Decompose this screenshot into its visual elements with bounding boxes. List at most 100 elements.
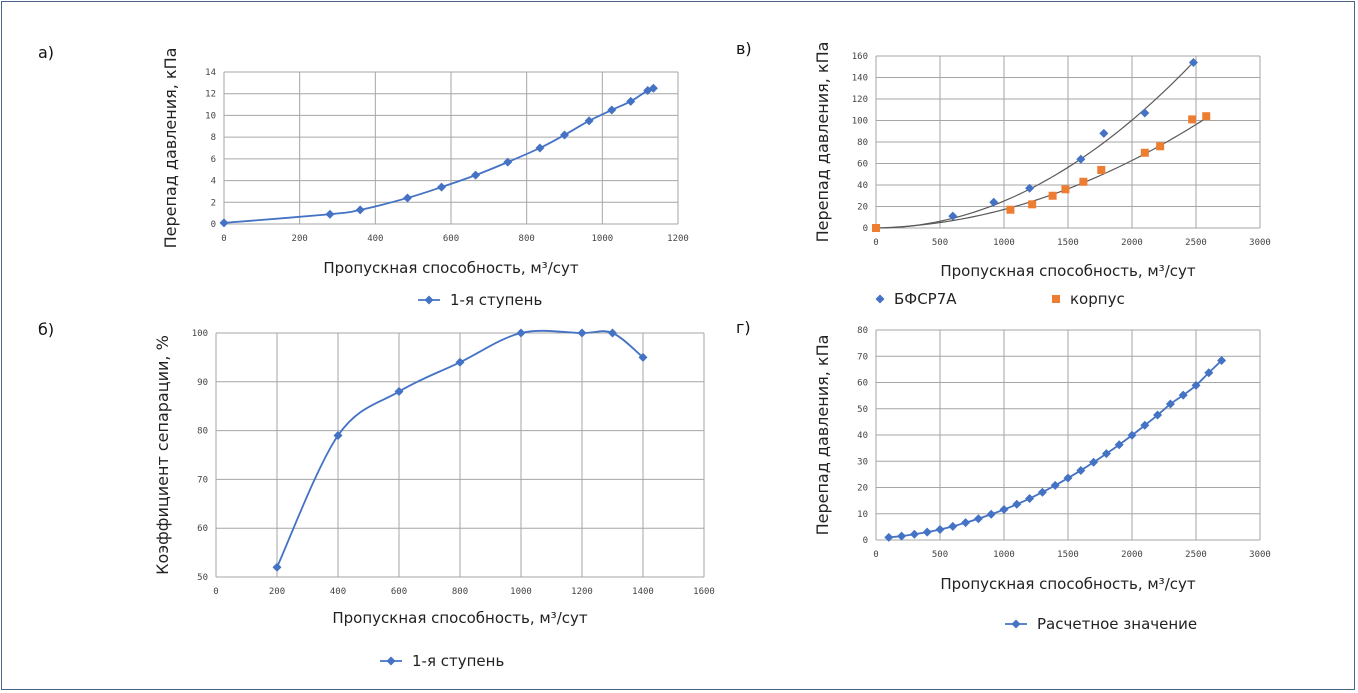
y-tick-label: 2	[211, 198, 216, 208]
y-tick-label: 40	[857, 181, 868, 191]
data-point	[560, 130, 569, 140]
y-tick-label: 12	[205, 90, 216, 100]
data-point	[219, 218, 229, 228]
data-point	[922, 527, 932, 537]
x-tick-label: 1000	[510, 587, 532, 597]
data-point	[402, 193, 412, 203]
panel-label: г)	[736, 318, 751, 337]
x-tick-label: 1000	[993, 238, 1015, 248]
legend-marker	[386, 656, 396, 666]
x-axis-title: Пропускная способность, м³/сут	[940, 575, 1196, 593]
data-point	[626, 96, 636, 106]
y-tick-label: 60	[857, 379, 868, 389]
data-point	[1050, 480, 1060, 490]
x-tick-label: 0	[221, 234, 226, 244]
data-point	[1153, 410, 1163, 420]
data-point	[1079, 177, 1088, 186]
data-point	[872, 224, 880, 232]
data-point	[1037, 487, 1047, 497]
y-axis-title: Перепад давления, кПа	[813, 42, 832, 243]
data-point	[989, 197, 999, 207]
data-point	[1140, 148, 1149, 157]
data-point	[394, 387, 404, 397]
x-tick-label: 1500	[1057, 550, 1079, 560]
data-point	[638, 352, 648, 362]
y-tick-label: 8	[211, 133, 216, 143]
data-point	[455, 357, 465, 367]
legend-entry: корпус	[1070, 290, 1125, 308]
data-point	[884, 532, 894, 542]
data-point	[1204, 368, 1214, 378]
x-tick-label: 800	[519, 234, 535, 244]
y-tick-label: 120	[852, 95, 868, 105]
data-point	[1202, 112, 1211, 121]
data-point	[1025, 494, 1035, 504]
panel-label: а)	[38, 43, 54, 62]
x-tick-label: 600	[391, 587, 407, 597]
series-line	[888, 359, 1223, 539]
data-point	[948, 521, 958, 531]
data-point	[986, 509, 996, 519]
y-tick-label: 14	[205, 68, 216, 78]
x-tick-label: 1600	[693, 587, 715, 597]
y-axis-title: Перепад давления, кПа	[161, 48, 180, 249]
data-point	[1025, 183, 1035, 193]
y-tick-label: 80	[857, 138, 868, 148]
data-point	[1006, 205, 1015, 214]
y-tick-label: 0	[211, 220, 216, 230]
data-point	[1061, 185, 1070, 194]
data-point	[1191, 380, 1201, 390]
series-line	[276, 329, 644, 568]
x-tick-label: 200	[269, 587, 285, 597]
x-tick-label: 400	[330, 587, 346, 597]
x-tick-label: 3000	[1249, 238, 1271, 248]
x-axis-title: Пропускная способность, м³/сут	[940, 262, 1196, 280]
data-point	[535, 143, 545, 153]
data-point	[1028, 200, 1037, 209]
y-tick-label: 80	[857, 326, 868, 336]
x-tick-label: 1200	[667, 234, 689, 244]
data-point	[648, 83, 658, 93]
x-tick-label: 500	[932, 238, 948, 248]
data-point	[333, 430, 343, 440]
panel-label: в)	[736, 39, 752, 58]
chart-panel-v: в) 0 20 40 60 80 100 120 140 160 0 500 1000 1500 2000 2…	[736, 39, 1271, 308]
y-tick-label: 140	[852, 74, 868, 84]
y-tick-label: 70	[197, 475, 208, 485]
data-point	[1101, 449, 1111, 459]
x-tick-label: 1000	[591, 234, 613, 244]
y-axis-title: Перепад давления, кПа	[813, 335, 832, 536]
data-point	[1012, 499, 1022, 509]
data-point	[897, 531, 907, 541]
data-point	[1076, 154, 1086, 164]
legend-marker	[1011, 619, 1021, 629]
data-point	[1178, 390, 1188, 400]
legend-entry: 1-я ступень	[412, 652, 504, 670]
data-point	[948, 211, 958, 221]
x-tick-label: 800	[452, 587, 468, 597]
data-point	[1188, 115, 1197, 124]
data-point	[1156, 142, 1165, 151]
trendline	[875, 117, 1207, 229]
x-tick-label: 200	[292, 234, 308, 244]
data-point	[471, 170, 481, 180]
y-tick-label: 60	[857, 160, 868, 170]
x-axis-title: Пропускная способность, м³/сут	[332, 609, 588, 627]
y-tick-label: 70	[857, 352, 868, 362]
data-point	[577, 328, 587, 338]
legend-marker	[424, 295, 434, 305]
x-tick-label: 0	[873, 238, 878, 248]
y-tick-label: 60	[197, 524, 208, 534]
data-point	[607, 105, 617, 115]
data-point	[1217, 355, 1227, 365]
y-axis-title: Коэффициент сепарации, %	[153, 335, 172, 575]
y-tick-label: 100	[852, 117, 868, 127]
data-point	[1048, 191, 1057, 200]
legend-marker	[1052, 295, 1060, 303]
data-point	[503, 157, 513, 167]
legend-entry: Расчетное значение	[1037, 615, 1197, 633]
x-tick-label: 3000	[1249, 550, 1271, 560]
